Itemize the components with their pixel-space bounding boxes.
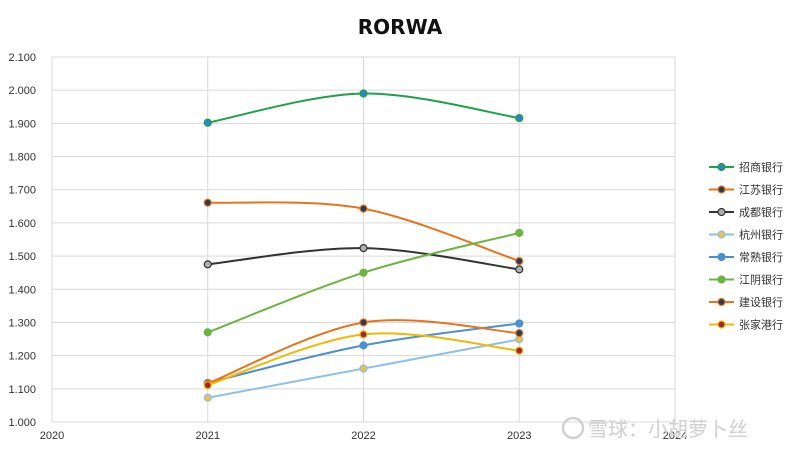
- legend-marker-icon: [717, 252, 726, 262]
- legend-marker-icon: [717, 185, 726, 194]
- data-point: [359, 89, 368, 98]
- legend-item: 江阴银行: [709, 273, 783, 287]
- series-3: [203, 244, 524, 274]
- y-tick-label: 1.800: [8, 152, 36, 164]
- y-tick-label: 1.900: [8, 118, 36, 130]
- data-point: [359, 330, 368, 339]
- series-layer: [203, 89, 524, 402]
- watermark: 雪球：小胡萝卜丝: [561, 416, 748, 441]
- data-point: [359, 204, 368, 213]
- data-point: [515, 319, 524, 328]
- legend-label: 常熟银行: [739, 250, 783, 264]
- y-tick-label: 1.300: [8, 317, 36, 329]
- legend-marker-icon: [717, 297, 726, 307]
- data-point: [515, 265, 524, 274]
- series-1: [203, 89, 524, 127]
- data-point: [203, 328, 212, 337]
- x-tick-label: 2020: [40, 430, 64, 442]
- x-tick-label: 2024: [663, 430, 687, 442]
- data-point: [359, 268, 368, 277]
- x-tick-label: 2022: [351, 430, 375, 442]
- legend-label: 招商银行: [739, 160, 783, 174]
- x-tick-label: 2023: [507, 430, 531, 442]
- series-2: [203, 198, 524, 266]
- y-tick-label: 2.000: [8, 85, 36, 97]
- data-point: [359, 341, 368, 350]
- legend-marker-icon: [717, 207, 726, 217]
- series-4: [203, 335, 524, 402]
- data-point: [203, 381, 212, 390]
- data-point: [359, 318, 368, 327]
- legend-label: 张家港行: [739, 318, 783, 332]
- y-tick-label: 1.400: [8, 284, 36, 296]
- data-point: [359, 364, 368, 373]
- series-8: [203, 330, 524, 390]
- legend-item: 杭州银行: [709, 228, 783, 242]
- data-point: [203, 198, 212, 207]
- watermark-logo-icon: [561, 416, 585, 440]
- legend-item: 张家港行: [709, 318, 783, 332]
- legend-label: 江苏银行: [739, 183, 783, 197]
- legend-item: 常熟银行: [709, 250, 783, 264]
- y-tick-label: 1.700: [8, 185, 36, 197]
- legend-label: 成都银行: [739, 205, 783, 219]
- series-6: [203, 228, 524, 337]
- data-point: [515, 256, 524, 266]
- data-point: [203, 118, 212, 127]
- legend-item: 建设银行: [709, 295, 783, 309]
- data-point: [359, 244, 368, 253]
- legend-item: 招商银行: [709, 160, 783, 174]
- y-tick-label: 2.100: [8, 52, 36, 64]
- axis-layer: 1.000 1.100 1.200 1.300 1.400 1.500 1.600 1.700…: [8, 52, 687, 442]
- chart-title: RORWA: [358, 15, 443, 39]
- data-point: [515, 113, 524, 123]
- y-tick-label: 1.500: [8, 251, 36, 263]
- data-point: [203, 260, 212, 269]
- legend-marker-icon: [717, 275, 726, 284]
- y-tick-label: 1.600: [8, 218, 36, 230]
- legend-marker-icon: [717, 162, 726, 172]
- y-tick-label: 1.200: [8, 351, 36, 363]
- legend-label: 建设银行: [739, 295, 783, 309]
- y-tick-label: 1.000: [8, 417, 36, 429]
- y-tick-label: 1.100: [8, 384, 36, 396]
- legend-label: 杭州银行: [739, 228, 783, 242]
- data-point: [515, 228, 524, 237]
- legend-item: 江苏银行: [709, 183, 783, 197]
- watermark-text: 雪球：小胡萝卜丝: [588, 417, 748, 441]
- legend-marker-icon: [717, 320, 726, 329]
- x-tick-label: 2021: [196, 430, 220, 442]
- grid-layer: [51, 56, 676, 423]
- data-point: [515, 346, 524, 355]
- legend-label: 江阴银行: [739, 273, 783, 287]
- legend-item: 成都银行: [709, 205, 783, 219]
- legend-marker-icon: [717, 230, 726, 239]
- data-point: [203, 393, 212, 402]
- data-point: [515, 328, 524, 338]
